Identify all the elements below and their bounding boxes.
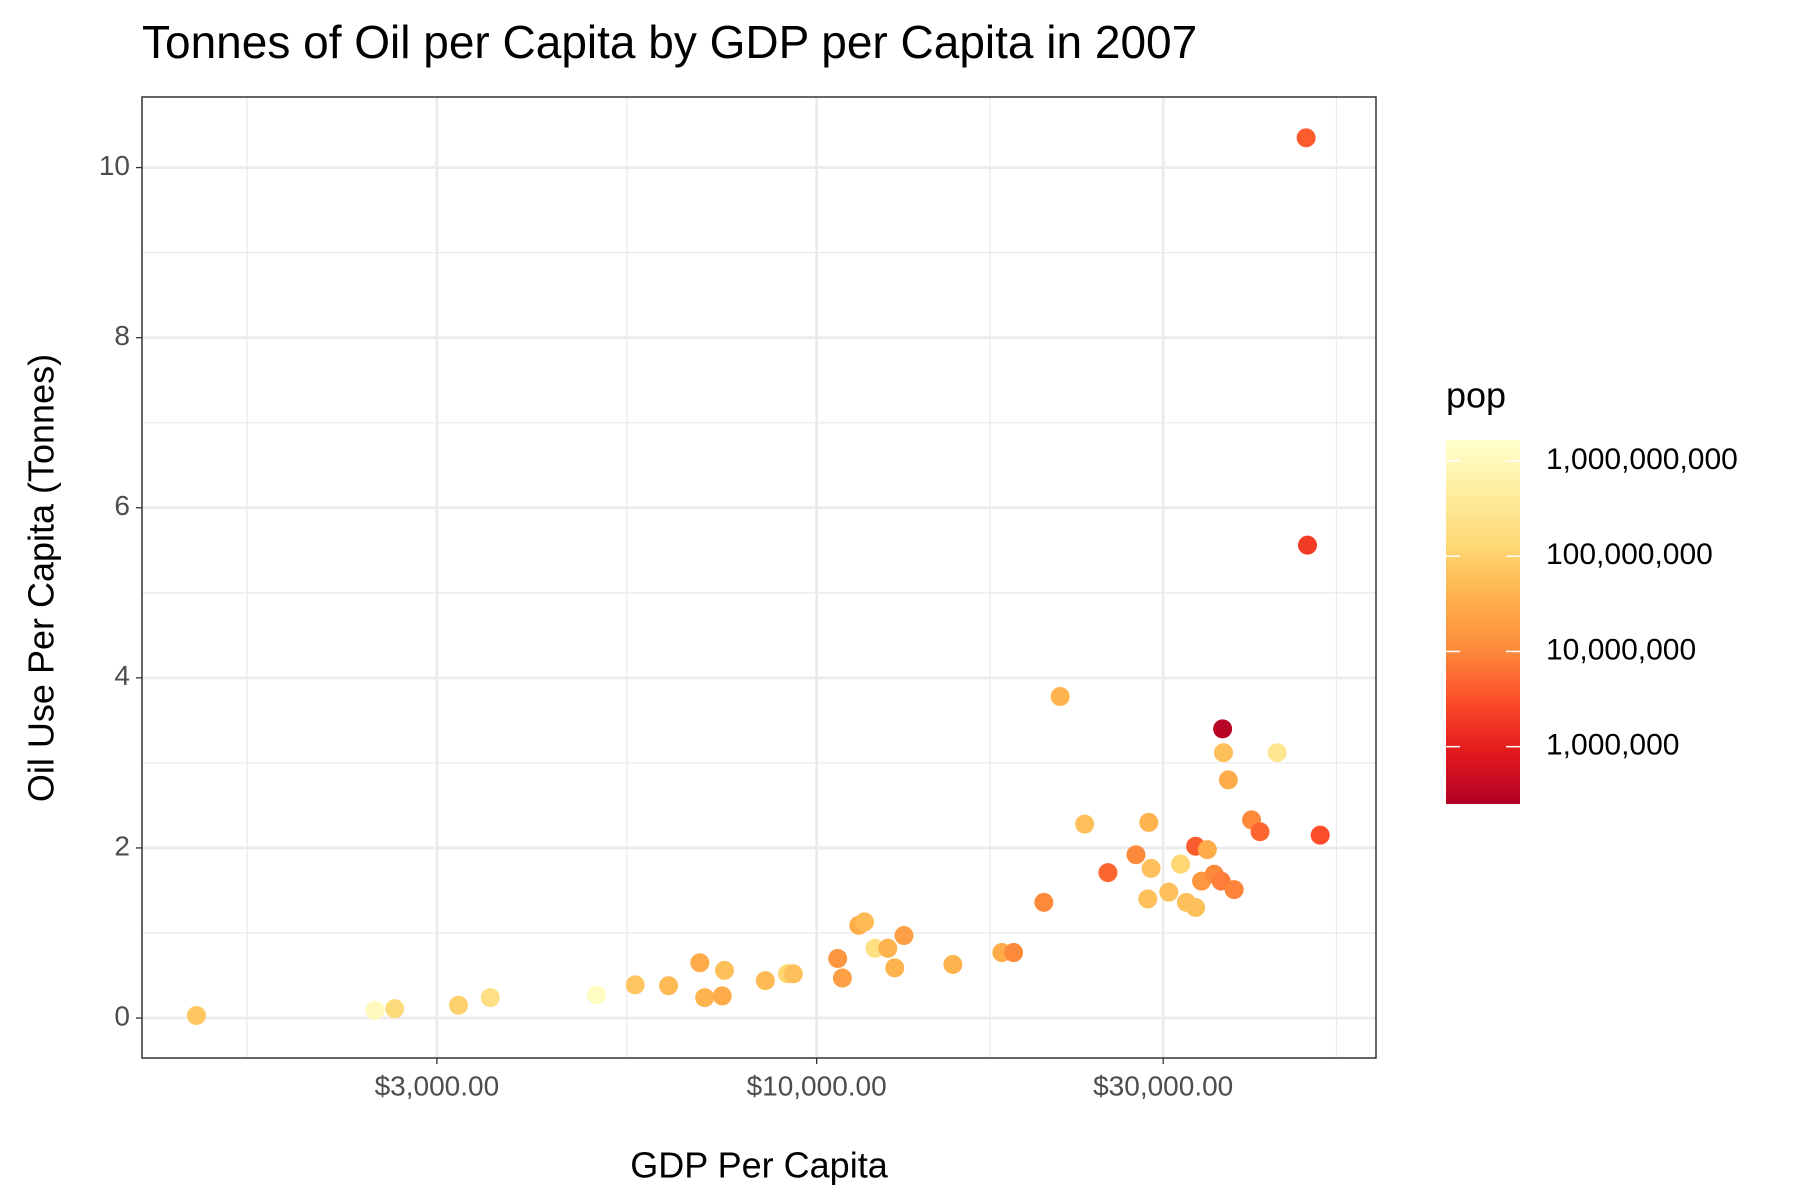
point	[1138, 889, 1158, 909]
point	[1141, 858, 1161, 878]
point	[1126, 845, 1146, 865]
y-tick-label: 10	[99, 150, 130, 181]
point	[783, 964, 803, 984]
point	[1098, 863, 1118, 883]
point	[1250, 822, 1270, 842]
x-axis-title: GDP Per Capita	[630, 1145, 888, 1186]
point	[480, 988, 500, 1008]
point	[1159, 882, 1179, 902]
point	[1213, 743, 1233, 763]
point	[1186, 897, 1206, 917]
point	[1213, 719, 1233, 739]
point	[1034, 892, 1054, 912]
point	[690, 953, 710, 973]
legend-label: 1,000,000,000	[1546, 443, 1738, 476]
x-tick-label: $3,000.00	[375, 1070, 500, 1101]
point	[1267, 743, 1287, 763]
legend-title: pop	[1446, 375, 1506, 416]
point	[712, 986, 732, 1006]
point	[1310, 825, 1330, 845]
point	[1197, 840, 1217, 860]
point	[943, 954, 963, 974]
x-tick-label: $30,000.00	[1093, 1070, 1233, 1101]
point	[695, 988, 715, 1008]
point	[885, 958, 905, 978]
point	[365, 1000, 385, 1020]
y-tick-label: 6	[114, 490, 130, 521]
point	[1004, 943, 1024, 963]
point	[1296, 128, 1316, 148]
x-tick-label: $10,000.00	[747, 1070, 887, 1101]
legend-label: 100,000,000	[1546, 538, 1713, 571]
point	[1297, 535, 1317, 555]
chart-title: Tonnes of Oil per Capita by GDP per Capi…	[142, 16, 1197, 68]
point	[1139, 812, 1159, 832]
point	[1050, 687, 1070, 707]
point	[1218, 770, 1238, 790]
point	[755, 971, 775, 991]
point	[828, 948, 848, 968]
point	[855, 912, 875, 932]
legend-label: 10,000,000	[1546, 633, 1696, 666]
panel-border	[141, 96, 1377, 1059]
point	[449, 995, 469, 1015]
y-tick-label: 4	[114, 660, 130, 691]
y-tick-label: 8	[114, 320, 130, 351]
y-tick-label: 2	[114, 830, 130, 861]
y-axis-title: Oil Use Per Capita (Tonnes)	[21, 354, 62, 802]
legend-label: 1,000,000	[1546, 729, 1679, 762]
point	[1171, 854, 1191, 874]
point	[625, 975, 645, 995]
point	[385, 999, 405, 1019]
point	[186, 1005, 206, 1025]
point	[1075, 814, 1095, 834]
point	[1224, 880, 1244, 900]
point	[587, 985, 607, 1005]
point	[894, 926, 914, 946]
point	[659, 976, 679, 996]
colorbar	[1446, 440, 1520, 804]
y-tick-label: 0	[114, 1000, 130, 1031]
point	[714, 960, 734, 980]
point	[878, 938, 898, 958]
point	[832, 968, 852, 988]
